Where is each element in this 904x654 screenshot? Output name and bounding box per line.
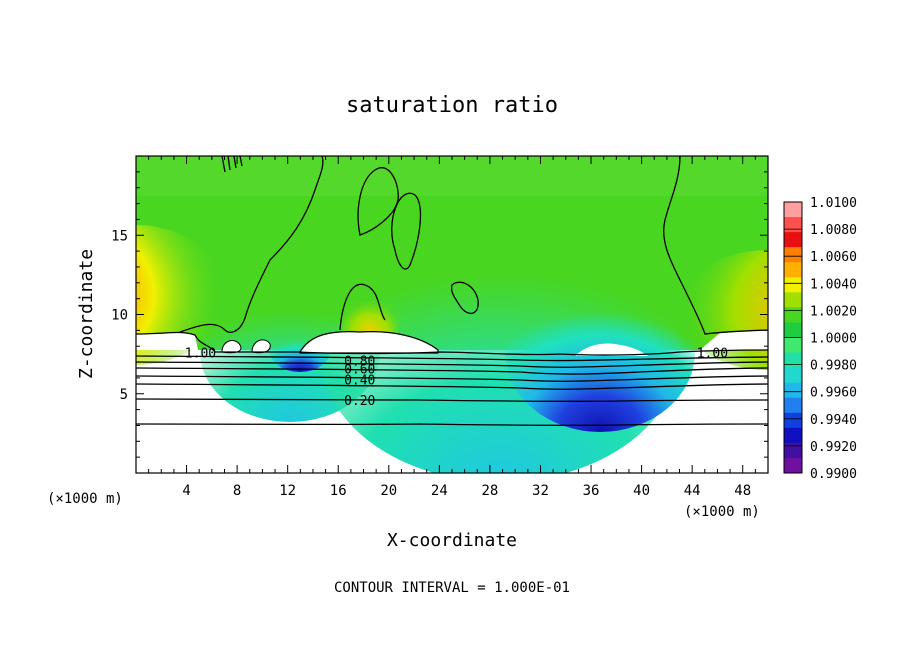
colorbar-swatch (784, 412, 802, 429)
y-tick-label: 15 (111, 228, 128, 244)
colorbar-swatch (784, 262, 802, 278)
colorbar-label: 0.9980 (810, 359, 857, 374)
plot-area: 1.00 1.00 0.800.600.40 0.20 (136, 156, 768, 473)
y-ticks: 5 10 15 (111, 171, 768, 458)
colorbar-swatch (784, 337, 802, 354)
x-unit-label-left: (×1000 m) (47, 491, 123, 507)
contour-interval-note: CONTOUR INTERVAL = 1.000E-01 (334, 580, 570, 596)
x-tick-label: 28 (481, 483, 498, 499)
contour-label: 1.00 (697, 347, 728, 362)
field-upper-band (136, 156, 768, 196)
x-tick-label: 4 (182, 483, 190, 499)
colorbar-swatch (784, 457, 802, 474)
x-tick-label: 8 (233, 483, 241, 499)
colorbar-label: 1.0020 (810, 304, 857, 319)
contour-lines (136, 156, 768, 427)
colorbar-label: 0.9960 (810, 386, 857, 401)
cloud-white-patch-3 (221, 340, 242, 354)
x-tick-label: 20 (380, 483, 397, 499)
x-tick-label: 24 (431, 483, 448, 499)
colorbar-swatch (784, 382, 802, 399)
colorbar-label: 1.0080 (810, 223, 857, 238)
y-axis-label: Z-coordinate (76, 249, 97, 379)
contour-label: 0.60 (344, 362, 375, 377)
colorbar-swatch (784, 292, 802, 308)
colorbar-swatch (784, 277, 802, 293)
colorbar-label: 0.9920 (810, 440, 857, 455)
colorbar-label: 1.0100 (810, 196, 857, 211)
colorbar-swatch (784, 217, 802, 233)
colorbar-swatch (784, 352, 802, 369)
colorbar-label: 0.9900 (810, 467, 857, 482)
cloud-white-patch-1 (299, 330, 439, 354)
colorbar-label: 1.0060 (810, 250, 857, 265)
field-red-zone-left (136, 225, 226, 365)
colorbar: 1.0100 1.0080 1.0060 1.0040 1.0020 1.0000 0.99… (783, 196, 857, 482)
colorbar-swatch (784, 367, 802, 384)
field-white-mask (136, 330, 768, 350)
colorbar-swatch (784, 397, 802, 414)
x-axis-label: X-coordinate (387, 530, 517, 551)
x-tick-label: 16 (330, 483, 347, 499)
x-tick-label: 40 (633, 483, 650, 499)
chart-title: saturation ratio (346, 93, 558, 118)
contour-label: 1.00 (185, 347, 216, 362)
colorbar-swatch (784, 427, 802, 444)
x-tick-label: 48 (734, 483, 751, 499)
colorbar-swatch (784, 322, 802, 338)
cloud-white-patch-2 (575, 343, 648, 356)
x-tick-label: 32 (532, 483, 549, 499)
colorbar-swatch (784, 247, 802, 263)
x-tick-label: 44 (684, 483, 701, 499)
x-ticks: 4 8 12 16 20 24 28 32 36 40 44 48 (148, 156, 756, 499)
contour-label: 0.80 (344, 354, 375, 369)
colorbar-swatch (784, 442, 802, 459)
colorbar-label: 1.0000 (810, 332, 857, 347)
x-tick-label: 12 (279, 483, 296, 499)
colorbar-label: 1.0040 (810, 277, 857, 292)
colorbar-swatch (784, 232, 802, 248)
y-tick-label: 5 (120, 387, 128, 403)
colorbar-swatch (784, 307, 802, 323)
contour-label: 0.40 (344, 373, 375, 388)
colorbar-label: 0.9940 (810, 413, 857, 428)
x-tick-label: 36 (583, 483, 600, 499)
contour-label: 0.20 (344, 394, 375, 409)
y-tick-label: 10 (111, 308, 128, 324)
colorbar-swatch (784, 202, 802, 218)
x-unit-label-right: (×1000 m) (684, 504, 760, 520)
contour-label-group: 1.00 1.00 0.800.600.40 0.20 (185, 347, 728, 410)
